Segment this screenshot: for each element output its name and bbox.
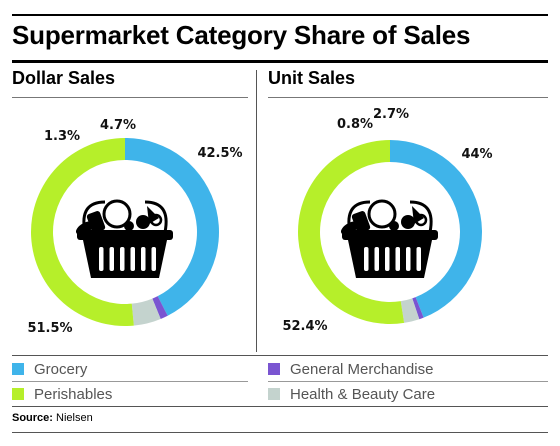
data-label: 2.7% xyxy=(373,107,409,122)
data-label: 0.8% xyxy=(337,117,373,132)
donut-slice-general-merchandise xyxy=(412,297,424,320)
subtitle-rule-right xyxy=(268,97,548,98)
legend-swatch-perishables xyxy=(12,388,24,400)
source-label: Source: xyxy=(12,412,53,424)
source-note: Source: Nielsen xyxy=(12,412,93,424)
column-divider xyxy=(256,70,257,352)
legend-divider-left xyxy=(12,381,248,382)
legend-top-rule xyxy=(12,355,548,356)
legend-label: Perishables xyxy=(34,385,113,403)
donut-slice-perishables xyxy=(297,140,405,324)
title-rule xyxy=(12,60,548,63)
donut-slice-grocery xyxy=(125,138,220,316)
grocery-basket-icon xyxy=(75,199,173,278)
data-label: 44% xyxy=(461,147,492,162)
legend-swatch-grocery xyxy=(12,363,24,375)
legend-swatch-health-beauty-care xyxy=(268,388,280,400)
subtitle-rule-left xyxy=(12,97,248,98)
data-label: 42.5% xyxy=(197,146,242,161)
legend-divider-right xyxy=(268,381,548,382)
legend-label: General Merchandise xyxy=(290,360,434,378)
top-rule xyxy=(12,14,548,16)
legend-item-general-merchandise: General Merchandise xyxy=(268,359,433,379)
legend-swatch-general-merchandise xyxy=(268,363,280,375)
chart-title-unit: Unit Sales xyxy=(268,68,356,88)
page-title: Supermarket Category Share of Sales xyxy=(12,20,471,50)
donut-chart-dollar: 42.5% 1.3% 4.7% 51.5% xyxy=(27,118,242,336)
grocery-basket-icon xyxy=(340,199,438,278)
data-label: 51.5% xyxy=(27,321,72,336)
donut-slice-health-beauty-care xyxy=(400,298,420,323)
legend-item-health-beauty-care: Health & Beauty Care xyxy=(268,384,435,404)
donut-chart-unit: 44% 0.8%2.7% 52.4% xyxy=(282,107,492,334)
data-label: 1.3% xyxy=(44,129,80,144)
chart-title-dollar: Dollar Sales xyxy=(12,68,116,88)
donut-charts: 42.5% 1.3% 4.7% 51.5% 44% 0.8%2.7% 52.4% xyxy=(27,107,492,336)
legend-label: Health & Beauty Care xyxy=(290,385,436,403)
legend-label: Grocery xyxy=(34,360,88,378)
donut-slice-general-merchandise xyxy=(152,296,168,319)
legend-bottom-rule xyxy=(12,406,548,407)
legend-item-perishables: Perishables xyxy=(12,384,112,404)
donut-slice-perishables xyxy=(30,138,134,327)
legend-item-grocery: Grocery xyxy=(12,359,87,379)
donut-slice-health-beauty-care xyxy=(131,298,161,326)
data-label: 4.7% xyxy=(100,118,136,133)
donut-slice-grocery xyxy=(390,140,482,318)
bottom-rule xyxy=(12,432,548,433)
data-label: 52.4% xyxy=(282,319,327,334)
source-value: Nielsen xyxy=(56,412,93,424)
